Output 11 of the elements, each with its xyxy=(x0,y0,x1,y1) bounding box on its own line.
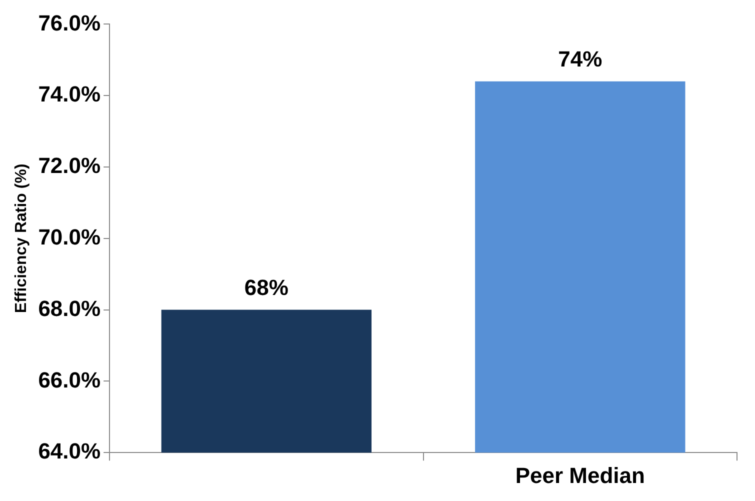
y-axis-title: Efficiency Ratio (%) xyxy=(13,164,30,314)
y-tick-label: 66.0% xyxy=(38,367,101,392)
y-tick-label: 74.0% xyxy=(38,82,101,107)
y-tick-label: 68.0% xyxy=(38,296,101,321)
y-tick-label: 64.0% xyxy=(38,438,101,464)
x-tick-label: Peer Median xyxy=(515,462,645,488)
data-label: 74% xyxy=(558,46,602,72)
y-tick-label: 76.0% xyxy=(38,10,101,36)
y-tick-label: 72.0% xyxy=(38,153,101,178)
y-tick-label: 70.0% xyxy=(38,224,101,250)
data-label: 68% xyxy=(244,274,288,300)
